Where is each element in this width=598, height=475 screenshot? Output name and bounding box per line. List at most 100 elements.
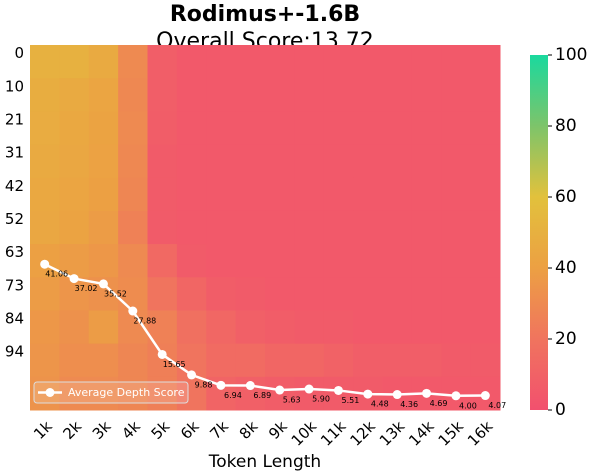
heatmap-cell — [59, 244, 90, 278]
heatmap-cell — [88, 45, 119, 79]
heatmap-cell — [176, 144, 207, 179]
x-tick-label: 14k — [405, 417, 438, 450]
heatmap-cell — [30, 111, 60, 146]
heatmap-cell — [59, 310, 90, 345]
heatmap-cell — [235, 343, 266, 378]
x-tick-label: 8k — [236, 417, 262, 443]
heatmap-cell — [382, 144, 413, 179]
y-tick-label: 73 — [5, 276, 24, 294]
heatmap-cell — [323, 343, 354, 378]
heatmap-cell — [265, 144, 295, 179]
heatmap-cell — [294, 144, 325, 179]
heatmap-cell — [147, 177, 178, 212]
heatmap-cell — [176, 277, 207, 311]
series-marker — [216, 380, 226, 390]
x-tick-label: 10k — [288, 417, 321, 450]
x-tick-label: 4k — [118, 417, 144, 443]
heatmap-cell — [470, 343, 501, 378]
heatmap-cell — [470, 111, 501, 146]
heatmap-cell — [353, 343, 383, 378]
heatmap-cell — [30, 45, 60, 79]
heatmap-cell — [294, 78, 325, 112]
x-tick-label: 7k — [206, 417, 232, 443]
heatmap-cell — [206, 277, 237, 311]
y-tick-label: 94 — [5, 343, 24, 361]
heatmap-cell — [441, 144, 472, 179]
heatmap-cell — [118, 144, 148, 179]
heatmap-cell — [470, 244, 501, 278]
x-tick-label: 1k — [30, 417, 56, 443]
legend-marker — [45, 388, 55, 397]
heatmap-cell — [176, 177, 207, 212]
heatmap-cell — [235, 177, 266, 212]
series-marker — [69, 274, 79, 284]
data-label: 5.51 — [342, 396, 360, 405]
heatmap-cell — [30, 277, 60, 311]
heatmap-cell — [147, 111, 178, 146]
heatmap-cell — [441, 78, 472, 112]
heatmap-cell — [323, 177, 354, 212]
heatmap-cell — [294, 210, 325, 245]
heatmap-cell — [353, 177, 383, 212]
heatmap-cell — [294, 111, 325, 146]
y-tick-label: 84 — [5, 310, 24, 328]
heatmap-cell — [294, 343, 325, 378]
heatmap-cell — [265, 343, 295, 378]
data-label: 27.88 — [133, 317, 156, 326]
heatmap-cell — [294, 376, 325, 411]
heatmap-cell — [470, 277, 501, 311]
data-label: 4.07 — [488, 401, 506, 410]
heatmap-cell — [353, 277, 383, 311]
x-tick-label: 12k — [346, 417, 379, 450]
heatmap-cell — [118, 210, 148, 245]
series-marker — [98, 279, 108, 289]
data-label: 6.94 — [224, 391, 242, 400]
series-marker — [480, 391, 490, 401]
heatmap-cell — [382, 277, 413, 311]
legend-label: Average Depth Score — [68, 386, 185, 399]
series-marker — [157, 349, 167, 359]
heatmap-cell — [88, 144, 119, 179]
y-tick-label: 0 — [14, 44, 24, 62]
series-marker — [333, 385, 343, 395]
heatmap-cell — [353, 144, 383, 179]
heatmap-cell — [323, 244, 354, 278]
heatmap-cell — [441, 45, 472, 79]
heatmap-cell — [411, 78, 442, 112]
heatmap-cell — [176, 111, 207, 146]
heatmap-cell — [235, 111, 266, 146]
heatmap-cell — [470, 310, 501, 345]
chart-title: Rodimus+-1.6B — [170, 2, 360, 27]
heatmap-cell — [411, 177, 442, 212]
heatmap-cell — [294, 277, 325, 311]
heatmap-cell — [353, 45, 383, 79]
heatmap-cell — [441, 210, 472, 245]
data-label: 9.88 — [195, 380, 213, 389]
heatmap-cell — [353, 111, 383, 146]
x-tick-label: 5k — [148, 417, 174, 443]
heatmap-cell — [147, 144, 178, 179]
x-tick-label: 2k — [59, 417, 85, 443]
heatmap-cell — [470, 210, 501, 245]
y-tick-label: 63 — [5, 243, 24, 261]
heatmap-cell — [411, 144, 442, 179]
data-label: 15.65 — [163, 360, 186, 369]
heatmap-cell — [30, 177, 60, 212]
series-marker — [392, 390, 402, 400]
heatmap-cell — [206, 177, 237, 212]
heatmap-cell — [118, 244, 148, 278]
heatmap-cell — [265, 277, 295, 311]
heatmap-cell — [88, 244, 119, 278]
heatmap-cell — [30, 78, 60, 112]
heatmap-cell — [382, 78, 413, 112]
heatmap-cell — [176, 78, 207, 112]
heatmap-cell — [382, 111, 413, 146]
series-marker — [451, 391, 461, 401]
heatmap-cell — [118, 45, 148, 79]
heatmap-cell — [176, 244, 207, 278]
series-marker — [187, 370, 197, 380]
heatmap-cell — [206, 144, 237, 179]
heatmap-cell — [323, 144, 354, 179]
heatmap-cell — [294, 177, 325, 212]
